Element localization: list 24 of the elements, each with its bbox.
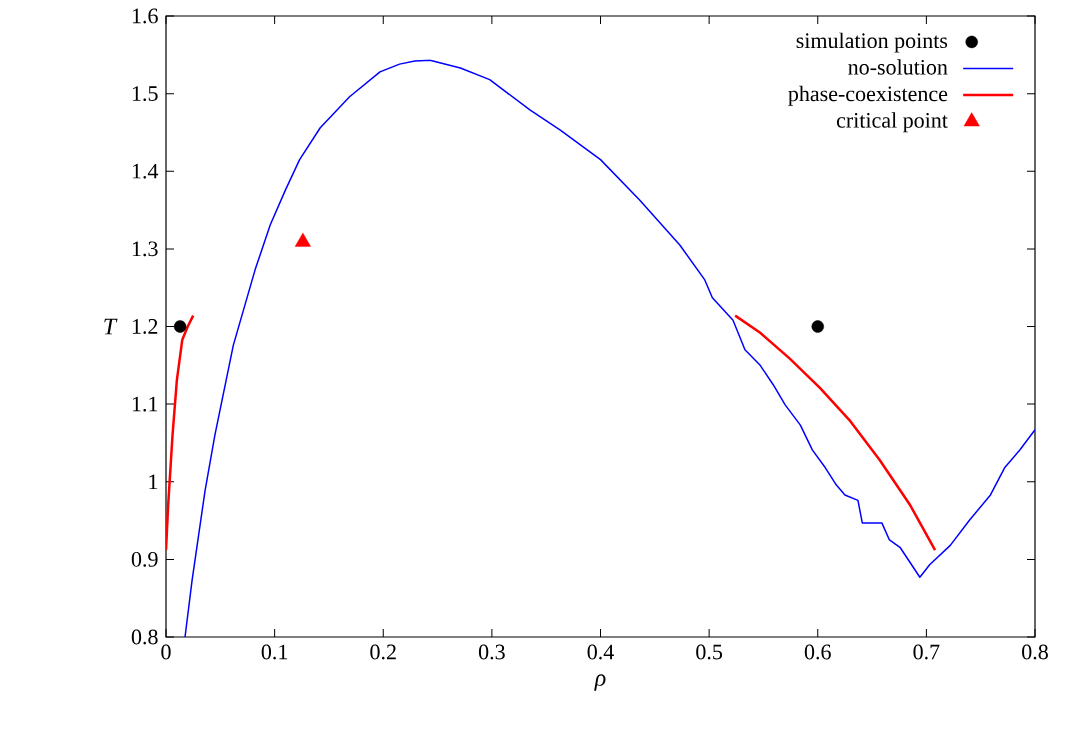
y-axis-title: T bbox=[104, 318, 118, 335]
legend-label: no-solution bbox=[848, 59, 948, 75]
x-tick-label: 0.1 bbox=[261, 644, 288, 660]
y-tick-label: 0.8 bbox=[131, 629, 158, 645]
x-tick-label: 0.5 bbox=[696, 644, 723, 660]
x-tick-label: 0.7 bbox=[913, 644, 940, 660]
legend-label: phase-coexistence bbox=[788, 85, 948, 106]
x-tick-label: 0.3 bbox=[478, 644, 505, 660]
y-tick-label: 1 bbox=[149, 474, 158, 490]
x-tick-label: 0 bbox=[161, 644, 171, 660]
y-tick-label: 1.1 bbox=[132, 396, 158, 412]
y-tick-label: 1.6 bbox=[132, 8, 158, 24]
legend-label: simulation points bbox=[796, 32, 948, 53]
x-tick-label: 0.2 bbox=[370, 644, 396, 660]
y-tick-label: 0.9 bbox=[131, 551, 158, 567]
x-tick-label: 0.6 bbox=[804, 644, 831, 660]
y-tick-label: 1.5 bbox=[132, 86, 158, 102]
x-tick-label: 0.4 bbox=[587, 644, 614, 660]
y-tick-label: 1.4 bbox=[132, 163, 159, 179]
y-tick-label: 1.3 bbox=[132, 241, 158, 257]
x-tick-label: 0.8 bbox=[1022, 644, 1048, 660]
x-axis-title: ρ bbox=[594, 674, 606, 691]
legend-label: critical point bbox=[836, 112, 948, 133]
y-tick-label: 1.2 bbox=[132, 319, 158, 334]
